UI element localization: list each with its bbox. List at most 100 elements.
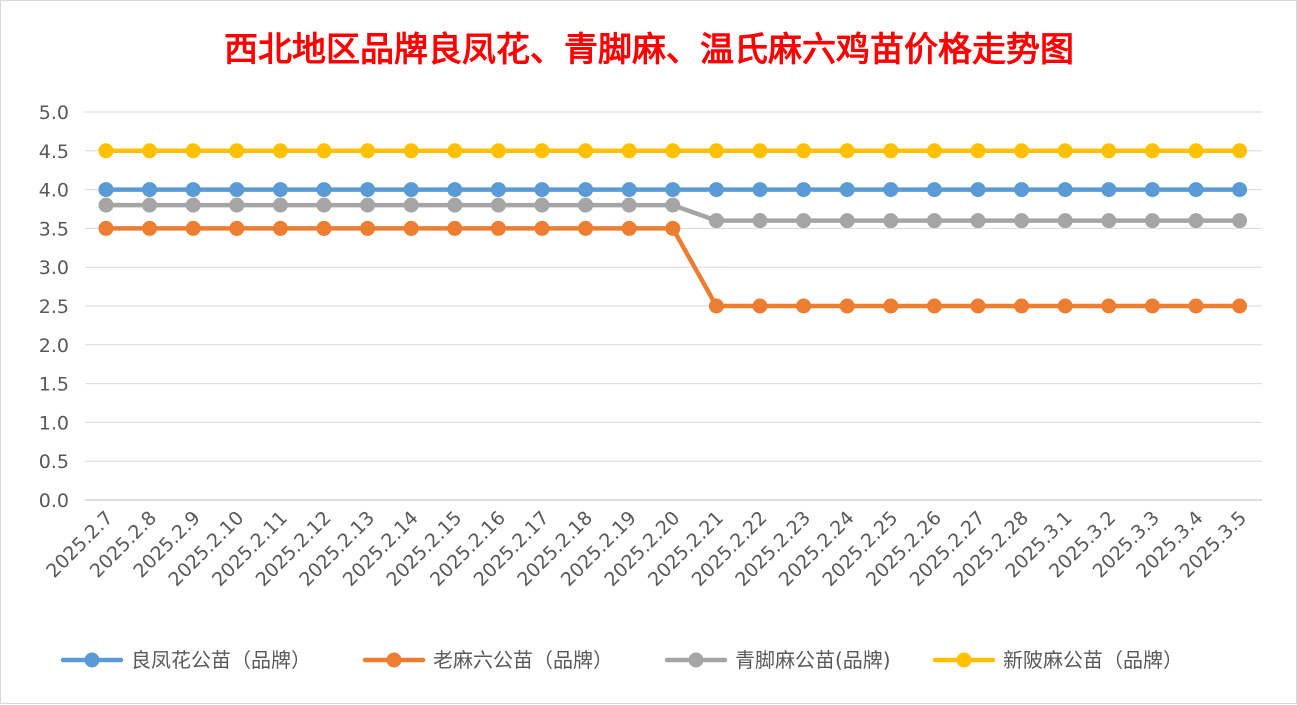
data-point (839, 182, 855, 198)
data-point (621, 143, 637, 159)
data-point (752, 182, 768, 198)
data-point (883, 213, 899, 229)
data-point (534, 143, 550, 159)
legend-label: 青脚麻公苗(品牌) (735, 648, 891, 672)
data-point (490, 182, 506, 198)
data-point (796, 182, 812, 198)
data-point (1101, 182, 1117, 198)
data-point (665, 220, 681, 236)
data-point (796, 213, 812, 229)
data-point (1057, 298, 1073, 314)
data-point (926, 298, 942, 314)
data-point (970, 213, 986, 229)
legend-item: 青脚麻公苗(品牌) (664, 648, 891, 672)
data-point (1188, 143, 1204, 159)
y-tick-label: 5.0 (39, 102, 69, 124)
data-point (1232, 298, 1248, 314)
legend-item: 新陂麻公苗（品牌） (932, 648, 1183, 672)
data-point (403, 143, 419, 159)
data-point (1232, 182, 1248, 198)
data-point (1144, 298, 1160, 314)
series-4 (98, 143, 1248, 159)
chart-title: 西北地区品牌良凤花、青脚麻、温氏麻六鸡苗价格走势图 (224, 30, 1074, 70)
data-point (839, 143, 855, 159)
data-point (272, 197, 288, 213)
data-point (1188, 213, 1204, 229)
data-point (1057, 143, 1073, 159)
data-point (98, 220, 114, 236)
data-point (839, 213, 855, 229)
data-point (1014, 182, 1030, 198)
data-point (272, 143, 288, 159)
data-point (1232, 213, 1248, 229)
data-point (752, 213, 768, 229)
data-point (316, 220, 332, 236)
legend-marker (386, 652, 402, 668)
data-point (708, 213, 724, 229)
data-point (578, 220, 594, 236)
data-point (360, 220, 376, 236)
data-point (578, 182, 594, 198)
data-point (621, 182, 637, 198)
data-point (621, 220, 637, 236)
data-point (185, 197, 201, 213)
data-point (316, 197, 332, 213)
data-point (665, 197, 681, 213)
data-point (360, 182, 376, 198)
y-tick-label: 0.5 (39, 451, 69, 473)
legend-marker (956, 652, 972, 668)
data-point (272, 220, 288, 236)
data-point (447, 220, 463, 236)
data-point (796, 143, 812, 159)
legend: 良凤花公苗（品牌） 老麻六公苗（品牌） 青脚麻公苗(品牌) 新陂麻公苗（品牌） (60, 648, 1183, 672)
data-point (142, 197, 158, 213)
data-point (1101, 143, 1117, 159)
data-point (229, 182, 245, 198)
data-point (403, 220, 419, 236)
data-point (447, 182, 463, 198)
series-3 (98, 197, 1248, 229)
data-point (926, 182, 942, 198)
data-point (403, 182, 419, 198)
data-point (272, 182, 288, 198)
data-point (1232, 143, 1248, 159)
data-point (708, 298, 724, 314)
data-point (578, 197, 594, 213)
data-point (970, 298, 986, 314)
data-point (98, 197, 114, 213)
data-point (316, 182, 332, 198)
data-point (752, 143, 768, 159)
data-point (926, 143, 942, 159)
data-point (1188, 298, 1204, 314)
data-point (839, 298, 855, 314)
legend-item: 良凤花公苗（品牌） (60, 648, 311, 672)
legend-label: 新陂麻公苗（品牌） (1003, 648, 1183, 672)
data-point (1144, 213, 1160, 229)
y-tick-label: 3.0 (39, 257, 69, 279)
y-tick-label: 2.5 (39, 296, 69, 318)
y-tick-label: 4.0 (39, 180, 69, 202)
data-point (1101, 213, 1117, 229)
data-point (578, 143, 594, 159)
legend-label: 老麻六公苗（品牌） (433, 648, 613, 672)
data-point (142, 143, 158, 159)
y-tick-label: 4.5 (39, 141, 69, 163)
y-tick-label: 1.0 (39, 412, 69, 434)
data-point (621, 197, 637, 213)
data-point (185, 143, 201, 159)
y-tick-label: 1.5 (39, 374, 69, 396)
data-point (665, 182, 681, 198)
data-point (185, 182, 201, 198)
data-point (1014, 143, 1030, 159)
y-tick-label: 3.5 (39, 218, 69, 240)
y-tick-label: 2.0 (39, 335, 69, 357)
data-point (142, 182, 158, 198)
data-point (229, 197, 245, 213)
data-point (883, 143, 899, 159)
data-point (98, 182, 114, 198)
data-point (229, 143, 245, 159)
data-point (534, 220, 550, 236)
series-1 (98, 182, 1248, 198)
